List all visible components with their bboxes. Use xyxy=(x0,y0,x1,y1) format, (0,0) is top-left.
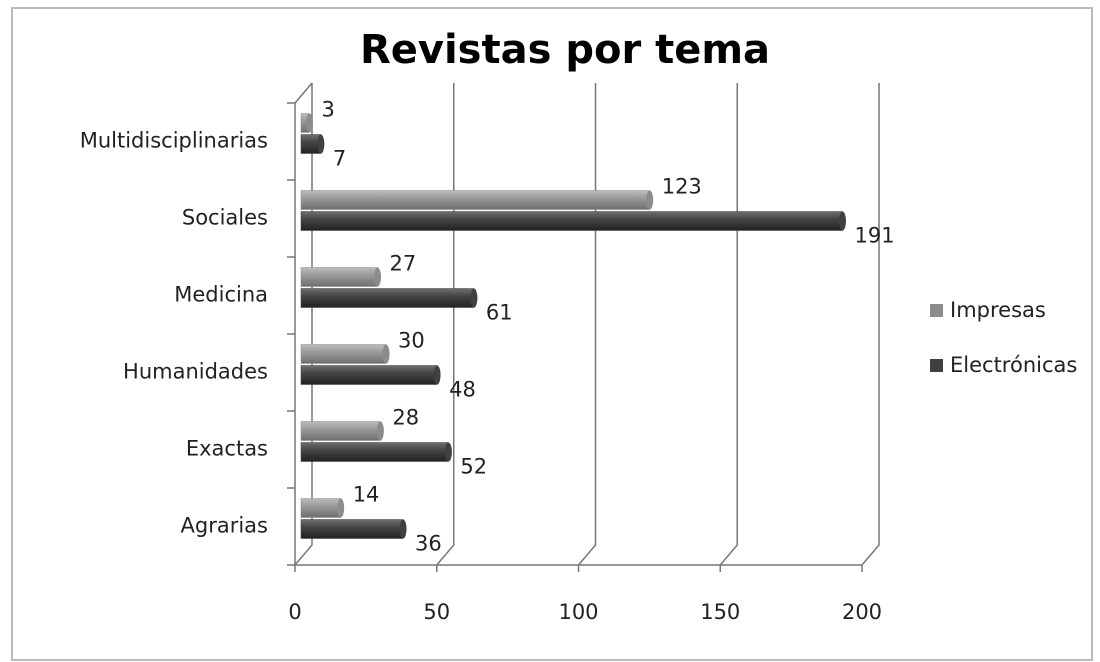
y-tick-label: Multidisciplinarias xyxy=(80,129,268,153)
y-tick-label: Humanidades xyxy=(123,360,268,384)
legend-swatch xyxy=(930,304,943,317)
legend-swatch xyxy=(930,359,943,372)
chart-border xyxy=(11,7,1093,661)
bar-end xyxy=(374,267,382,287)
bar xyxy=(300,498,341,518)
bar-end xyxy=(646,190,654,210)
grid-line xyxy=(577,83,597,566)
data-label: 3 xyxy=(322,98,335,122)
bar xyxy=(300,288,475,308)
bar-end xyxy=(399,519,407,539)
bar xyxy=(300,421,381,441)
bar-end xyxy=(376,421,384,441)
grid-line xyxy=(436,83,455,566)
x-tick-label: 100 xyxy=(558,600,598,624)
x-tick-label: 0 xyxy=(288,600,301,624)
bar-end xyxy=(838,211,846,231)
bar xyxy=(300,365,438,385)
y-tick-label: Sociales xyxy=(182,206,268,230)
grid-line xyxy=(861,83,880,566)
bar xyxy=(300,442,449,462)
bar xyxy=(300,344,387,364)
bar xyxy=(300,211,843,231)
y-tick-label: Medicina xyxy=(174,283,268,307)
bar-end xyxy=(306,113,314,133)
y-tick-label: Exactas xyxy=(186,437,268,461)
bar-end xyxy=(433,365,441,385)
data-label: 52 xyxy=(460,455,487,479)
grid-line xyxy=(719,83,738,566)
data-label: 7 xyxy=(333,147,346,171)
x-tick-label: 200 xyxy=(842,600,882,624)
bar-end xyxy=(337,498,345,518)
data-label: 30 xyxy=(398,329,425,353)
bar-end xyxy=(317,134,325,154)
bar xyxy=(300,190,650,210)
data-label: 28 xyxy=(392,406,419,430)
bar-end xyxy=(382,344,390,364)
legend-label: Electrónicas xyxy=(950,353,1077,377)
x-tick-label: 50 xyxy=(423,600,450,624)
bar xyxy=(300,267,378,287)
bar-end xyxy=(470,288,478,308)
data-label: 123 xyxy=(662,175,702,199)
data-label: 191 xyxy=(854,224,894,248)
bar-end xyxy=(444,442,452,462)
chart-title: Revistas por tema xyxy=(360,27,770,73)
data-label: 61 xyxy=(486,301,513,325)
y-tick-label: Agrarias xyxy=(181,514,268,538)
data-label: 14 xyxy=(353,483,380,507)
data-label: 36 xyxy=(415,532,442,556)
legend-label: Impresas xyxy=(950,298,1046,322)
grid-line xyxy=(294,83,313,566)
data-label: 27 xyxy=(390,252,417,276)
x-tick-label: 150 xyxy=(700,600,740,624)
data-label: 48 xyxy=(449,378,476,402)
axis-line xyxy=(294,82,313,104)
bar xyxy=(300,519,404,539)
